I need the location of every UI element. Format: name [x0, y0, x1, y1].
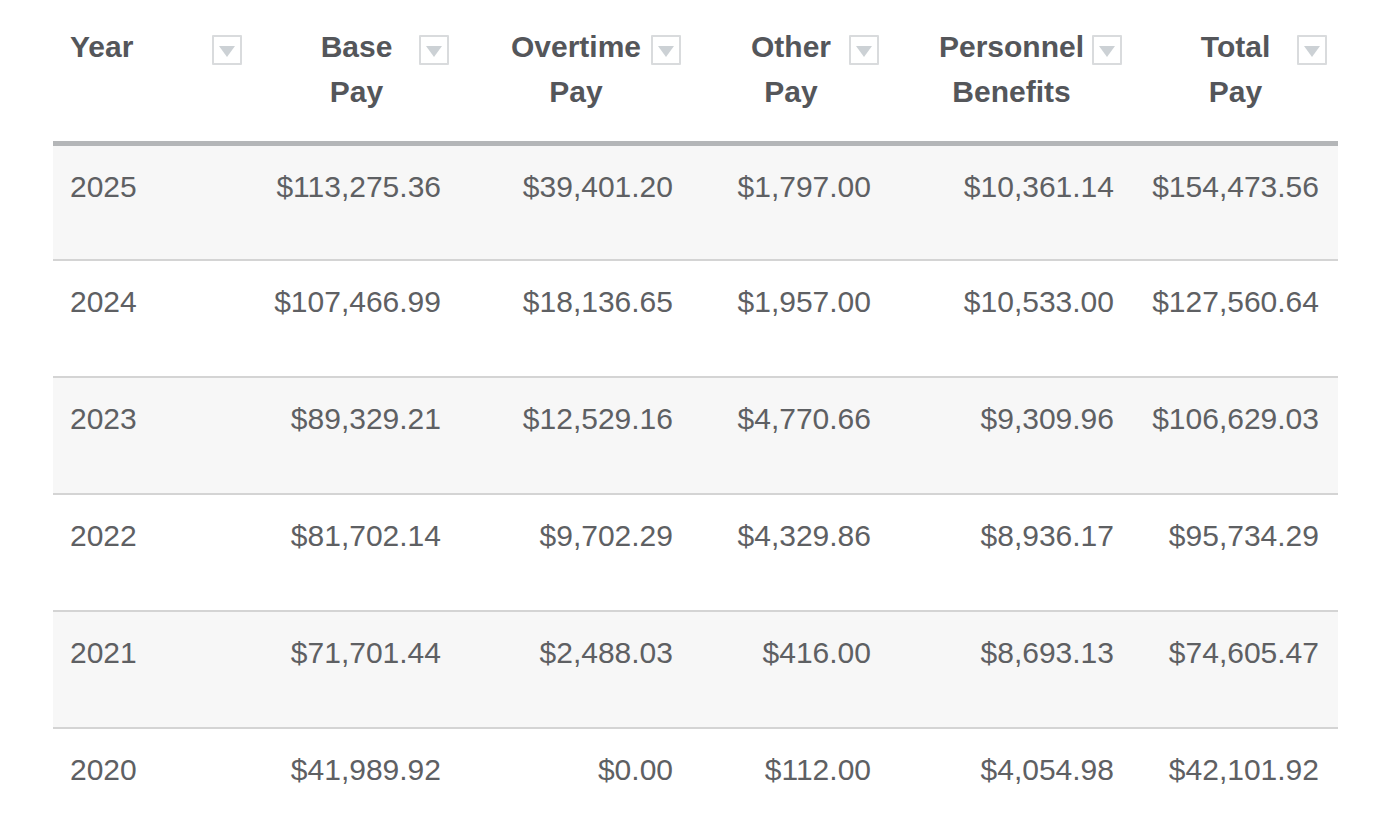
cell-other-pay: $1,797.00 — [692, 143, 890, 260]
cell-other-pay: $1,957.00 — [692, 260, 890, 377]
filter-button-total-pay[interactable] — [1297, 35, 1327, 65]
cell-overtime-pay: $18,136.65 — [460, 260, 692, 377]
cell-total-pay: $154,473.56 — [1133, 143, 1338, 260]
cell-year: 2020 — [53, 728, 253, 836]
filter-dropdown-icon — [856, 46, 872, 57]
cell-personnel-benefits: $10,533.00 — [890, 260, 1133, 377]
filter-dropdown-icon — [219, 46, 235, 57]
cell-personnel-benefits: $8,936.17 — [890, 494, 1133, 611]
cell-base-pay: $113,275.36 — [253, 143, 460, 260]
table-body: 2025 $113,275.36 $39,401.20 $1,797.00 $1… — [53, 143, 1338, 836]
filter-button-other-pay[interactable] — [849, 35, 879, 65]
cell-overtime-pay: $0.00 — [460, 728, 692, 836]
cell-total-pay: $95,734.29 — [1133, 494, 1338, 611]
column-label-base-pay: Base Pay — [321, 24, 393, 114]
cell-base-pay: $81,702.14 — [253, 494, 460, 611]
cell-total-pay: $74,605.47 — [1133, 611, 1338, 728]
cell-other-pay: $4,770.66 — [692, 377, 890, 494]
cell-other-pay: $4,329.86 — [692, 494, 890, 611]
column-label-other-pay: Other Pay — [751, 24, 831, 114]
filter-dropdown-icon — [1099, 46, 1115, 57]
filter-dropdown-icon — [1304, 46, 1320, 57]
cell-other-pay: $416.00 — [692, 611, 890, 728]
table-row-2025: 2025 $113,275.36 $39,401.20 $1,797.00 $1… — [53, 143, 1338, 260]
filter-button-base-pay[interactable] — [419, 35, 449, 65]
cell-overtime-pay: $12,529.16 — [460, 377, 692, 494]
filter-button-personnel-benefits[interactable] — [1092, 35, 1122, 65]
cell-personnel-benefits: $9,309.96 — [890, 377, 1133, 494]
column-label-overtime-pay: Overtime Pay — [511, 24, 641, 114]
cell-base-pay: $89,329.21 — [253, 377, 460, 494]
cell-total-pay: $127,560.64 — [1133, 260, 1338, 377]
column-label-personnel-benefits: Personnel Benefits — [939, 24, 1084, 114]
column-header-base-pay: Base Pay — [253, 0, 460, 143]
cell-base-pay: $41,989.92 — [253, 728, 460, 836]
column-header-year: Year — [53, 0, 253, 143]
filter-dropdown-icon — [426, 46, 442, 57]
column-header-total-pay: Total Pay — [1133, 0, 1338, 143]
column-header-other-pay: Other Pay — [692, 0, 890, 143]
cell-overtime-pay: $2,488.03 — [460, 611, 692, 728]
table-row-2020: 2020 $41,989.92 $0.00 $112.00 $4,054.98 … — [53, 728, 1338, 836]
pay-table: Year Base Pay Overtime Pay — [53, 0, 1338, 836]
filter-button-year[interactable] — [212, 35, 242, 65]
cell-personnel-benefits: $10,361.14 — [890, 143, 1133, 260]
cell-personnel-benefits: $8,693.13 — [890, 611, 1133, 728]
cell-year: 2021 — [53, 611, 253, 728]
cell-total-pay: $42,101.92 — [1133, 728, 1338, 836]
cell-other-pay: $112.00 — [692, 728, 890, 836]
table-row-2024: 2024 $107,466.99 $18,136.65 $1,957.00 $1… — [53, 260, 1338, 377]
cell-total-pay: $106,629.03 — [1133, 377, 1338, 494]
cell-overtime-pay: $39,401.20 — [460, 143, 692, 260]
column-label-total-pay: Total Pay — [1201, 24, 1270, 114]
header-row: Year Base Pay Overtime Pay — [53, 0, 1338, 143]
cell-base-pay: $107,466.99 — [253, 260, 460, 377]
cell-year: 2024 — [53, 260, 253, 377]
pay-table-container: Year Base Pay Overtime Pay — [53, 0, 1338, 836]
filter-button-overtime-pay[interactable] — [651, 35, 681, 65]
column-label-year: Year — [70, 24, 133, 69]
table-row-2022: 2022 $81,702.14 $9,702.29 $4,329.86 $8,9… — [53, 494, 1338, 611]
cell-overtime-pay: $9,702.29 — [460, 494, 692, 611]
column-header-personnel-benefits: Personnel Benefits — [890, 0, 1133, 143]
table-row-2021: 2021 $71,701.44 $2,488.03 $416.00 $8,693… — [53, 611, 1338, 728]
cell-personnel-benefits: $4,054.98 — [890, 728, 1133, 836]
cell-year: 2022 — [53, 494, 253, 611]
filter-dropdown-icon — [658, 46, 674, 57]
cell-base-pay: $71,701.44 — [253, 611, 460, 728]
cell-year: 2023 — [53, 377, 253, 494]
table-row-2023: 2023 $89,329.21 $12,529.16 $4,770.66 $9,… — [53, 377, 1338, 494]
cell-year: 2025 — [53, 143, 253, 260]
column-header-overtime-pay: Overtime Pay — [460, 0, 692, 143]
table-header: Year Base Pay Overtime Pay — [53, 0, 1338, 143]
